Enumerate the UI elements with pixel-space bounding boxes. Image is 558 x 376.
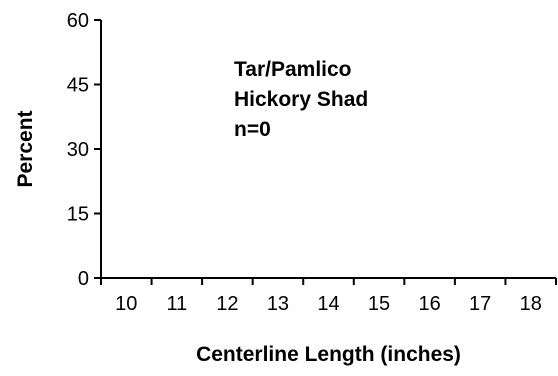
annotation-layer: Tar/Pamlico Hickory Shad n=0: [234, 58, 368, 141]
x-tick-label: 11: [166, 293, 187, 315]
annotation-line: n=0: [234, 118, 271, 141]
y-tick-label: 15: [67, 204, 89, 226]
x-tick-label: 17: [469, 293, 491, 315]
annotation-line: Tar/Pamlico: [234, 58, 352, 81]
y-tick-label: 60: [67, 10, 89, 32]
x-tick-label: 13: [267, 293, 289, 315]
x-tick-label: 12: [216, 293, 238, 315]
x-ticks-layer: 10 11 12 13 14 15 16 17 18: [100, 278, 557, 315]
y-tick-label: 30: [67, 139, 89, 161]
x-tick-label: 16: [418, 293, 440, 315]
x-tick-label: 10: [115, 293, 137, 315]
y-ticks-layer: 0 15 30 45 60: [67, 10, 101, 290]
x-tick-label: 14: [317, 293, 339, 315]
annotation-line: Hickory Shad: [234, 88, 368, 111]
x-axis-label: Centerline Length (inches): [196, 343, 461, 366]
x-tick-label: 15: [368, 293, 390, 315]
y-tick-label: 45: [67, 75, 89, 97]
y-axis-label: Percent: [14, 110, 37, 187]
x-tick-label: 18: [520, 293, 542, 315]
y-tick-label: 0: [78, 268, 89, 290]
